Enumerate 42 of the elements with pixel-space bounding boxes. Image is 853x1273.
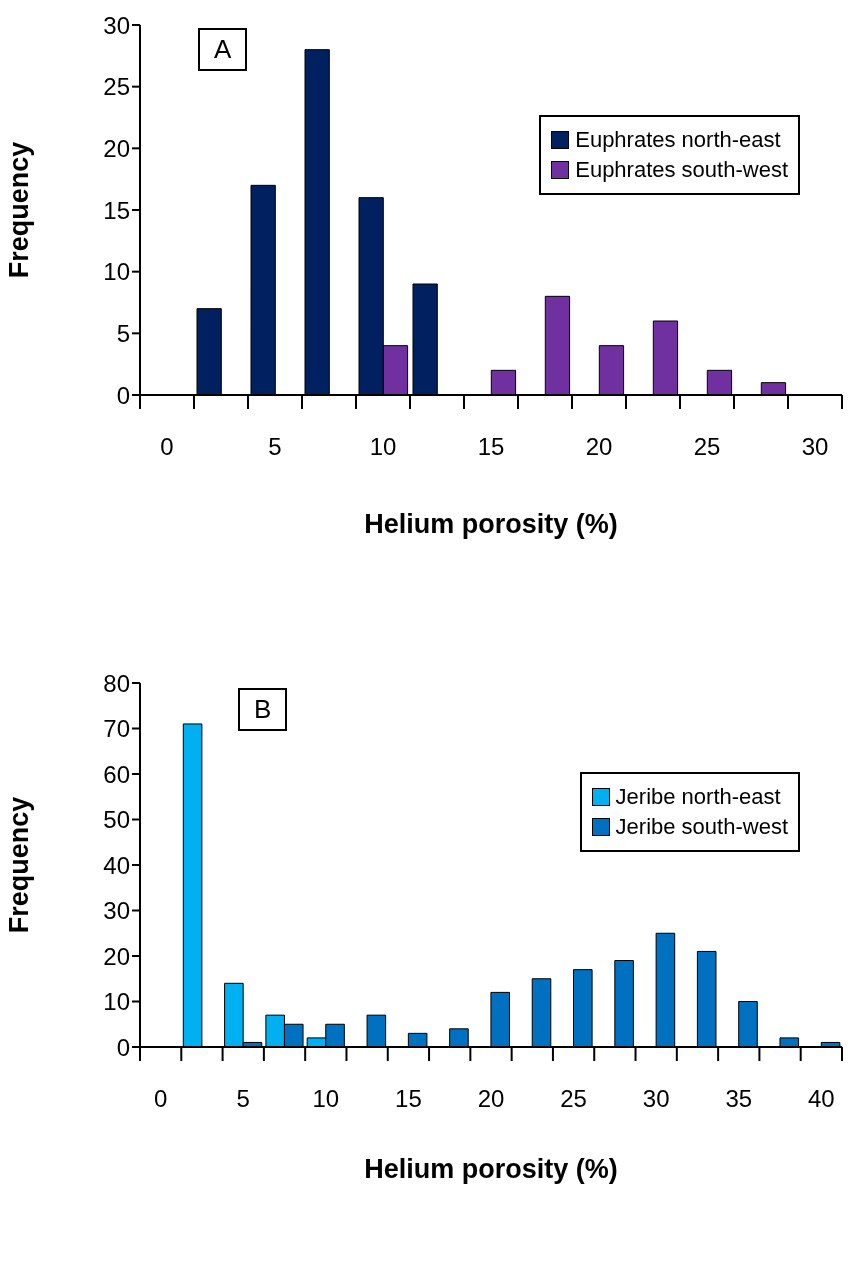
y-tick-label: 30 <box>103 11 130 39</box>
y-axis-title: Frequency <box>3 796 34 934</box>
y-tick-label: 40 <box>103 851 130 879</box>
x-tick-label: 15 <box>477 433 505 460</box>
y-tick-label: 5 <box>116 319 130 347</box>
y-tick-label: 20 <box>103 942 130 970</box>
y-tick-label: 10 <box>103 258 130 286</box>
x-tick-label: 20 <box>477 1085 505 1112</box>
legend-label: Jeribe south-west <box>615 813 788 840</box>
x-tick-label: 0 <box>153 1085 168 1112</box>
y-tick-label: 0 <box>116 1033 130 1061</box>
x-tick-label: 35 <box>725 1085 753 1112</box>
x-tick-label: 10 <box>312 1085 340 1112</box>
y-tick-label: 10 <box>103 988 130 1016</box>
x-axis-title: Helium porosity (%) <box>364 1154 618 1184</box>
y-tick-label: 30 <box>103 897 130 925</box>
y-tick-label: 50 <box>103 806 130 834</box>
y-tick-label: 15 <box>103 196 130 224</box>
x-tick-label: 15 <box>395 1085 422 1112</box>
x-tick-label: 30 <box>642 1085 670 1112</box>
y-tick-label: 70 <box>103 715 130 743</box>
annotation: A <box>198 28 248 71</box>
x-tick-label: 20 <box>585 433 613 460</box>
x-tick-label: 5 <box>268 433 282 460</box>
y-tick-label: 20 <box>103 134 130 162</box>
y-tick-label: 80 <box>103 669 130 697</box>
x-tick-label: 30 <box>801 433 829 460</box>
y-axis-title: Frequency <box>3 141 34 279</box>
x-tick-label: 10 <box>369 433 397 460</box>
y-tick-label: 25 <box>103 73 130 101</box>
x-tick-label: 25 <box>560 1085 587 1112</box>
x-tick-label: 40 <box>808 1085 835 1112</box>
x-tick-label: 25 <box>693 433 721 460</box>
x-tick-label: 5 <box>236 1085 250 1112</box>
x-tick-label: 0 <box>160 433 174 460</box>
x-axis-title: Helium porosity (%) <box>364 509 618 539</box>
y-tick-label: 60 <box>103 760 130 788</box>
annotation: B <box>238 688 288 731</box>
legend-label: Euphrates south-west <box>575 157 788 183</box>
y-tick-label: 0 <box>116 381 130 409</box>
legend-label: Euphrates north-east <box>575 127 781 153</box>
legend-label: Jeribe north-east <box>615 783 781 810</box>
